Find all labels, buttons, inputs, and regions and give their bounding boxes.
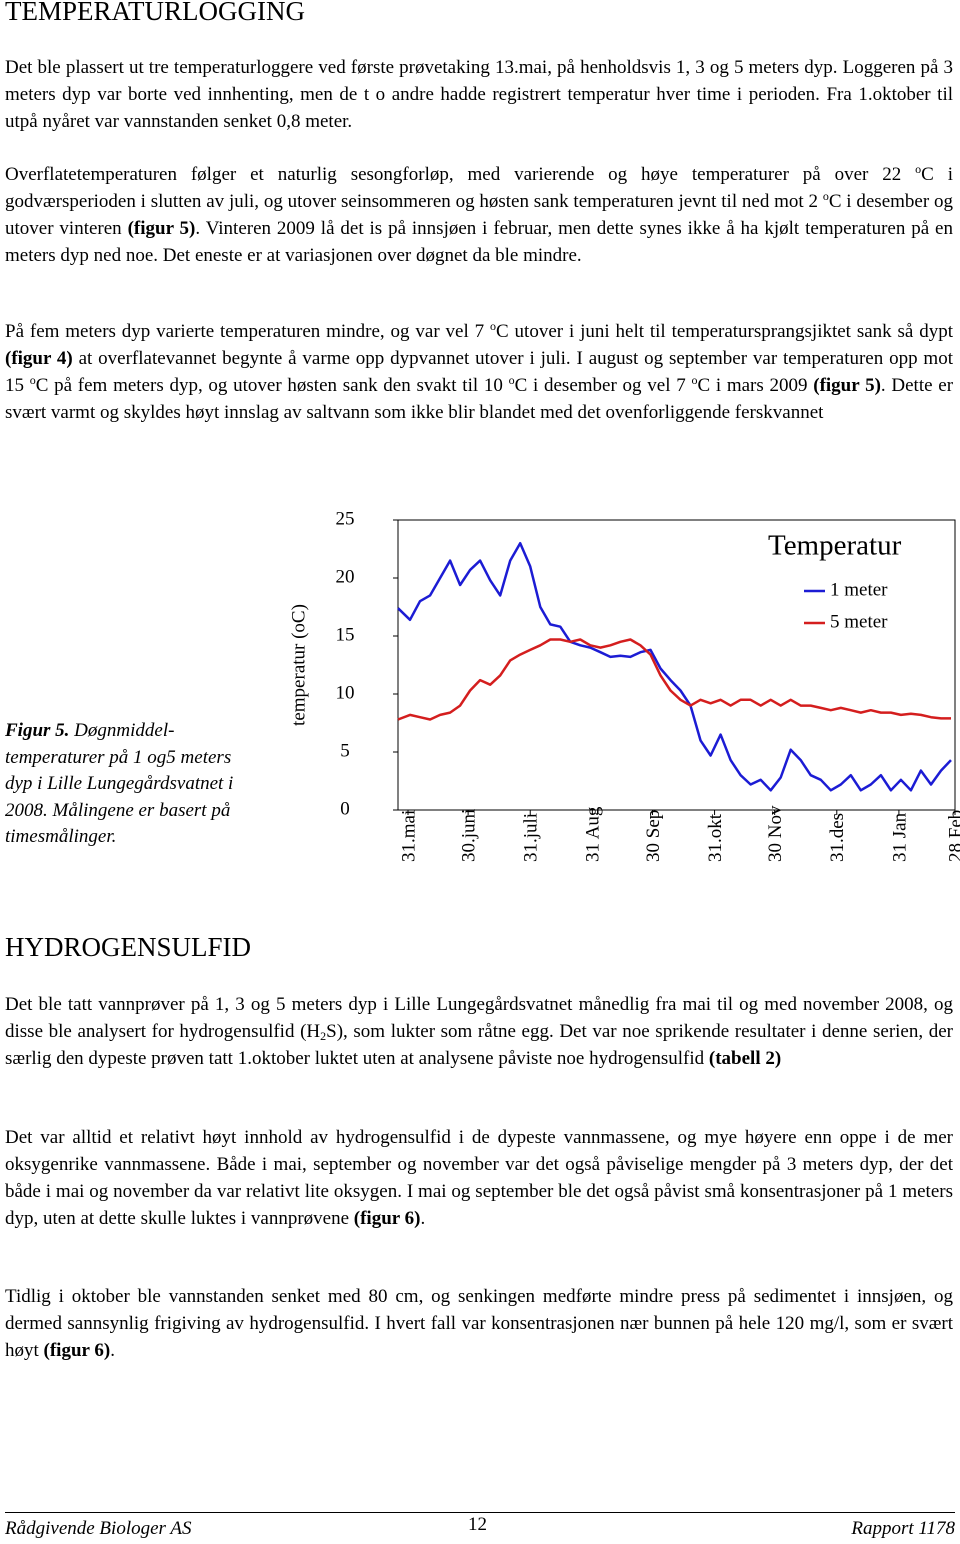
superscript: o: [29, 373, 36, 387]
text: C i godværsperioden i slutten av juli, o…: [5, 164, 953, 212]
bold-ref: (figur 5): [127, 218, 196, 239]
paragraph: Det ble tatt vannprøver på 1, 3 og 5 met…: [5, 991, 953, 1072]
text: C i desember og utover vinteren: [5, 191, 953, 239]
figure-caption: Figur 5. Døgnmiddel-temperaturer på 1 og…: [5, 718, 260, 851]
y-axis-label: temperatur (oC): [288, 604, 309, 726]
x-tick-label: 31 Jan: [889, 812, 910, 862]
subscript: 2: [320, 1029, 327, 1043]
line-series: [397, 541, 952, 792]
superscript: o: [691, 373, 698, 387]
text: C i mars 2009: [697, 375, 814, 396]
caption-label: Figur 5.: [5, 720, 70, 741]
x-tick-label: 31.okt: [705, 813, 726, 862]
paragraph: På fem meters dyp varierte temperaturen …: [5, 318, 953, 426]
superscript: o: [915, 162, 922, 176]
text: Det ble tatt vannprøver på 1, 3 og 5 met…: [5, 994, 953, 1042]
bold-ref: (figur 4): [5, 348, 73, 369]
title: TEMPERATURLOGGING: [5, 0, 305, 26]
superscript: o: [822, 189, 829, 203]
legend-label: 5 meter: [830, 611, 888, 632]
y-tick-label: 15: [336, 624, 355, 645]
footer-left: Rådgivende Biologer AS: [5, 1518, 192, 1539]
x-tick-label: 31.mai: [398, 810, 419, 862]
x-tick-label: 30 Sep: [643, 810, 664, 862]
superscript: o: [508, 373, 515, 387]
text: Overflatetemperaturen følger et naturlig…: [5, 164, 916, 185]
text: S), som lukter som råtne egg. Det var no…: [5, 1021, 953, 1069]
superscript: o: [490, 319, 496, 333]
text: .: [110, 1340, 115, 1361]
text: C i desember og vel 7: [514, 375, 692, 396]
text: Tidlig i oktober ble vannstanden senket …: [5, 1286, 953, 1361]
bold-ref: (figur 6): [43, 1340, 111, 1361]
x-tick-label: 28 Feb: [945, 810, 960, 862]
x-tick-label: 31.juli: [521, 813, 542, 862]
bold-ref: (tabell 2): [708, 1048, 782, 1069]
bold-ref: (figur 6): [353, 1208, 421, 1229]
x-tick-label: 30 Nov: [765, 805, 786, 862]
x-tick-label: 31.des: [827, 813, 848, 862]
bold-ref: (figur 5): [813, 375, 881, 396]
text: Det var alltid et relativt høyt innhold …: [5, 1127, 953, 1229]
text: På fem meters dyp varierte temperaturen …: [5, 321, 490, 342]
text: Det ble plassert ut tre temperaturlogger…: [5, 57, 953, 132]
text: at overflatevannet begynte å varme opp d…: [5, 348, 953, 396]
page-number: 12: [468, 1514, 487, 1535]
legend-title: Temperatur: [768, 530, 902, 562]
y-tick-label: 5: [340, 740, 350, 761]
line-series: [397, 638, 951, 721]
paragraph: Tidlig i oktober ble vannstanden senket …: [5, 1283, 953, 1364]
y-tick-label: 25: [336, 508, 355, 529]
legend-label: 1 meter: [830, 579, 888, 600]
text: . Dette er svært varmt og skyldes høyt i…: [5, 375, 954, 423]
paragraph: Det ble plassert ut tre temperaturlogger…: [5, 54, 953, 135]
text: C utover i juni helt til temperaturspran…: [496, 321, 953, 342]
x-tick-label: 30.juni: [458, 809, 479, 862]
footer-rule: [5, 1512, 955, 1513]
y-tick-label: 10: [336, 682, 355, 703]
plot-frame: [397, 519, 956, 811]
footer-right: Rapport 1178: [851, 1518, 955, 1539]
x-tick-label: 31 Aug: [583, 806, 604, 862]
section-title: HYDROGENSULFID: [5, 932, 252, 962]
text: . Vinteren 2009 lå det is på innsjøen i …: [5, 218, 953, 266]
text: C på fem meters dyp, og utover høsten sa…: [35, 375, 509, 396]
paragraph: Overflatetemperaturen følger et naturlig…: [5, 161, 953, 269]
text: .: [420, 1208, 426, 1229]
y-tick-label: 0: [340, 798, 350, 819]
paragraph: Det var alltid et relativt høyt innhold …: [5, 1124, 953, 1232]
caption-text: Døgnmiddel-temperaturer på 1 og5 meters …: [5, 720, 234, 847]
y-tick-label: 20: [336, 566, 355, 587]
